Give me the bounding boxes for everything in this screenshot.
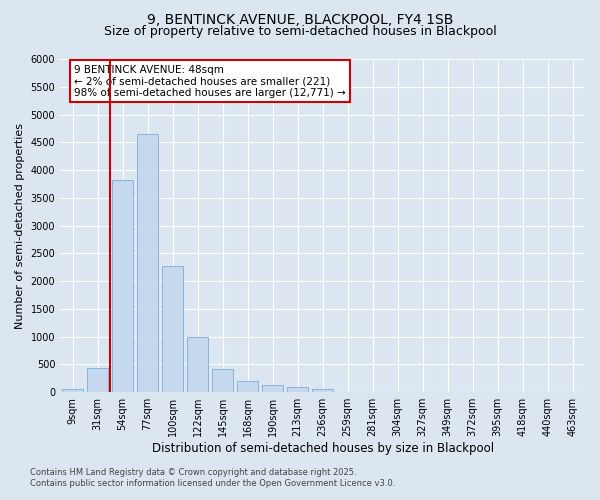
Bar [62, 390, 83, 392]
Text: 9 BENTINCK AVENUE: 48sqm
← 2% of semi-detached houses are smaller (221)
98% of s: 9 BENTINCK AVENUE: 48sqm ← 2% of semi-de… [74, 64, 346, 98]
Bar [262, 385, 283, 392]
Y-axis label: Number of semi-detached properties: Number of semi-detached properties [15, 122, 25, 328]
Bar [187, 336, 208, 392]
Text: Size of property relative to semi-detached houses in Blackpool: Size of property relative to semi-detach… [104, 25, 496, 38]
Bar [112, 180, 133, 392]
Text: 9, BENTINCK AVENUE, BLACKPOOL, FY4 1SB: 9, BENTINCK AVENUE, BLACKPOOL, FY4 1SB [147, 12, 453, 26]
Bar [312, 389, 333, 392]
Bar [87, 368, 108, 392]
Text: Contains HM Land Registry data © Crown copyright and database right 2025.
Contai: Contains HM Land Registry data © Crown c… [30, 468, 395, 487]
Bar [162, 266, 183, 392]
Bar [137, 134, 158, 392]
X-axis label: Distribution of semi-detached houses by size in Blackpool: Distribution of semi-detached houses by … [152, 442, 494, 455]
Bar [287, 386, 308, 392]
Bar [237, 381, 258, 392]
Bar [212, 369, 233, 392]
